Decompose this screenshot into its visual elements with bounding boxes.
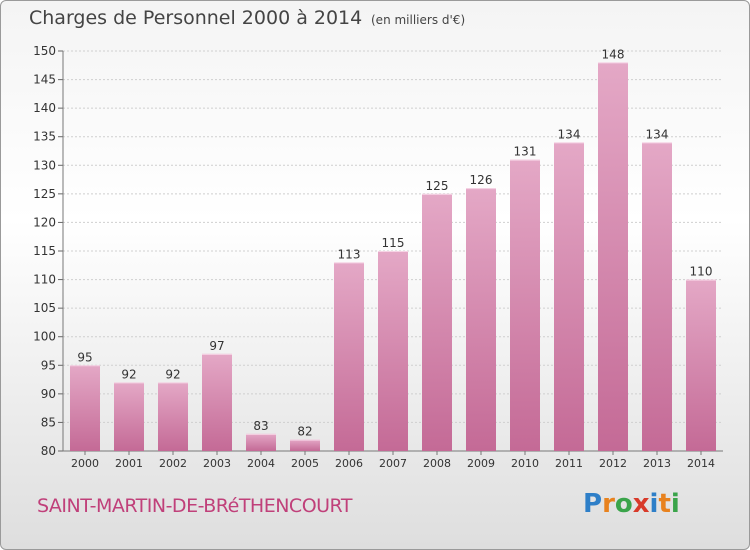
- data-label: 113: [338, 247, 361, 261]
- y-tick-label: 145: [33, 73, 56, 87]
- proxiti-logo: Proxiti: [583, 489, 680, 519]
- logo-letter: x: [632, 489, 650, 519]
- bar: [114, 382, 144, 451]
- chart-unit: (en milliers d'€): [371, 13, 466, 27]
- place-name: SAINT-MARTIN-DE-BRéTHENCOURT: [37, 495, 352, 517]
- bar: [334, 262, 364, 451]
- x-tick-label: 2009: [467, 457, 495, 470]
- y-tick-label: 135: [33, 130, 56, 144]
- bar: [686, 279, 716, 451]
- bar: [246, 433, 276, 451]
- data-label: 92: [165, 367, 180, 381]
- x-tick-label: 2005: [291, 457, 319, 470]
- x-tick-label: 2012: [599, 457, 627, 470]
- data-label: 125: [426, 179, 449, 193]
- data-label: 92: [121, 367, 136, 381]
- bar: [598, 62, 628, 452]
- data-label: 115: [382, 236, 405, 250]
- y-tick-label: 110: [33, 273, 56, 287]
- data-label: 134: [646, 127, 669, 141]
- bar: [422, 193, 452, 451]
- data-label: 126: [470, 173, 493, 187]
- bar: [70, 365, 100, 451]
- y-tick-label: 90: [41, 387, 56, 401]
- x-tick-label: 2004: [247, 457, 275, 470]
- x-tick-label: 2007: [379, 457, 407, 470]
- x-tick-label: 2011: [555, 457, 583, 470]
- bar: [378, 251, 408, 451]
- x-tick-label: 2013: [643, 457, 671, 470]
- logo-letter: i: [649, 489, 659, 519]
- y-tick-label: 130: [33, 158, 56, 172]
- x-tick-label: 2001: [115, 457, 143, 470]
- bar: [510, 159, 540, 452]
- logo-letter: r: [602, 489, 615, 519]
- bar: [290, 439, 320, 451]
- x-tick-label: 2006: [335, 457, 363, 470]
- x-tick-label: 2008: [423, 457, 451, 470]
- y-tick-label: 85: [41, 415, 56, 429]
- y-tick-label: 140: [33, 101, 56, 115]
- x-tick-label: 2003: [203, 457, 231, 470]
- logo-letter: o: [614, 489, 633, 519]
- y-tick-label: 95: [41, 358, 56, 372]
- y-tick-label: 100: [33, 330, 56, 344]
- y-tick-label: 150: [33, 44, 56, 58]
- logo-letter: P: [583, 489, 603, 519]
- y-tick-label: 120: [33, 215, 56, 229]
- x-tick-label: 2002: [159, 457, 187, 470]
- y-tick-label: 105: [33, 301, 56, 315]
- data-label: 83: [253, 419, 268, 433]
- y-tick-label: 80: [41, 444, 56, 458]
- logo-letter: t: [658, 489, 671, 519]
- data-label: 82: [297, 425, 312, 439]
- data-label: 110: [690, 265, 713, 279]
- bar: [554, 142, 584, 451]
- bar: [158, 382, 188, 451]
- logo-letter: i: [670, 489, 680, 519]
- x-tick-label: 2014: [687, 457, 715, 470]
- data-label: 134: [558, 127, 581, 141]
- bar: [202, 353, 232, 451]
- data-label: 148: [602, 47, 625, 61]
- x-tick-label: 2010: [511, 457, 539, 470]
- data-label: 97: [209, 339, 224, 353]
- data-label: 95: [77, 350, 92, 364]
- bar: [642, 142, 672, 451]
- bar: [466, 188, 496, 451]
- x-tick-label: 2000: [71, 457, 99, 470]
- y-tick-label: 125: [33, 187, 56, 201]
- y-tick-label: 115: [33, 244, 56, 258]
- data-label: 131: [514, 145, 537, 159]
- chart-title: Charges de Personnel 2000 à 2014: [29, 7, 363, 29]
